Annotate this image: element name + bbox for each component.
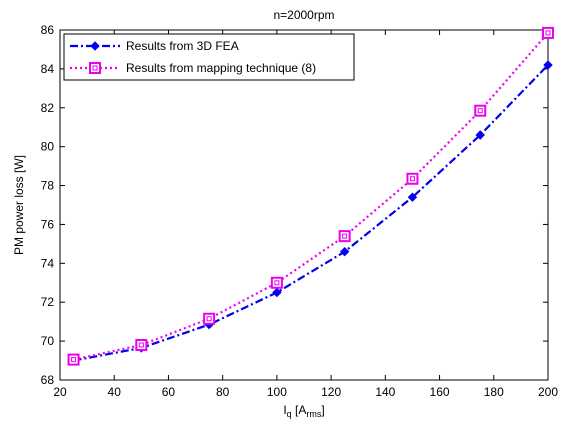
- series-line-1: [73, 32, 549, 361]
- x-tick-label: 60: [162, 385, 176, 399]
- y-tick-label: 86: [41, 23, 55, 37]
- legend-label-mapping: Results from mapping technique (8): [126, 61, 316, 75]
- x-tick-label: 40: [108, 385, 122, 399]
- y-tick-label: 74: [41, 256, 55, 270]
- axis-ticks: 20 40 60 80 100 120 140 160 180 200 68 70 72 74 76 78 80…: [41, 23, 559, 399]
- y-tick-label: 82: [41, 101, 55, 115]
- data-point-square-inner: [71, 357, 77, 363]
- legend-marker-mapping-inner: [92, 65, 98, 71]
- x-tick-label: 160: [430, 385, 450, 399]
- y-axis-title: PM power loss [W]: [12, 155, 26, 255]
- x-tick-label: 140: [375, 385, 395, 399]
- data-point-square: [67, 353, 80, 366]
- x-tick-label: 20: [53, 385, 67, 399]
- data-point-diamond: [339, 246, 350, 257]
- y-tick-label: 72: [41, 295, 55, 309]
- y-tick-label: 80: [41, 140, 55, 154]
- legend-label-fea: Results from 3D FEA: [126, 39, 239, 53]
- data-point-diamond: [272, 287, 282, 298]
- data-point-square: [474, 104, 487, 117]
- data-point-diamond: [407, 192, 418, 202]
- data-point-square: [135, 339, 148, 351]
- data-point-square: [203, 312, 216, 325]
- series-layer: [67, 26, 554, 366]
- x-tick-label: 80: [216, 385, 230, 399]
- data-point-square-inner: [409, 176, 415, 182]
- data-point-diamond: [543, 60, 553, 70]
- data-point-square-inner: [274, 280, 280, 286]
- data-point-square-inner: [138, 342, 144, 348]
- y-tick-label: 68: [41, 373, 55, 387]
- data-point-square-inner: [545, 30, 551, 36]
- chart-title: n=2000rpm: [273, 8, 334, 22]
- legend-marker-mapping: [89, 62, 101, 74]
- legend: Results from 3D FEA Results from mapping…: [63, 33, 355, 81]
- plot-area: [59, 29, 549, 381]
- y-tick-label: 70: [41, 334, 55, 348]
- x-tick-label: 120: [321, 385, 341, 399]
- legend-marker-fea: [90, 41, 100, 51]
- data-point-square: [542, 26, 554, 39]
- legend-box: [63, 33, 355, 81]
- data-point-square: [338, 230, 351, 243]
- x-axis-title: Iq [Arms]: [283, 403, 324, 419]
- x-tick-label: 200: [538, 385, 558, 399]
- data-point-square-inner: [477, 108, 483, 114]
- data-point-diamond: [475, 130, 485, 140]
- x-tick-label: 180: [484, 385, 504, 399]
- x-tick-label: 100: [267, 385, 287, 399]
- series-line-0: [73, 64, 549, 362]
- data-point-square: [406, 172, 419, 185]
- data-point-square-inner: [342, 233, 348, 239]
- data-point-square-inner: [206, 316, 212, 322]
- y-tick-label: 84: [41, 62, 55, 76]
- y-tick-label: 78: [41, 179, 55, 193]
- data-point-square: [270, 276, 283, 289]
- y-tick-label: 76: [41, 217, 55, 231]
